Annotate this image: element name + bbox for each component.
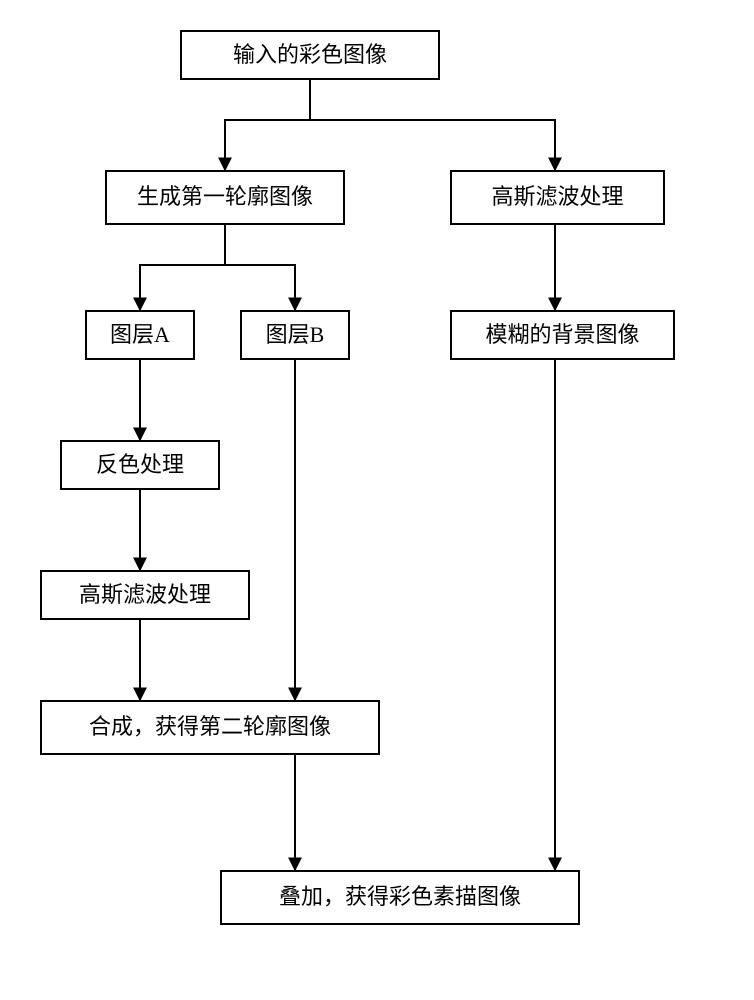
- node-blurbg: 模糊的背景图像: [450, 310, 675, 360]
- edge-input-gauss1: [310, 80, 555, 170]
- node-overlay: 叠加，获得彩色素描图像: [220, 870, 580, 925]
- edge-contour1-layerB: [225, 225, 295, 310]
- node-layerA: 图层A: [85, 310, 195, 360]
- node-gauss2: 高斯滤波处理: [40, 570, 250, 620]
- node-label: 生成第一轮廓图像: [137, 184, 313, 210]
- node-label: 高斯滤波处理: [491, 184, 623, 210]
- node-invert: 反色处理: [60, 440, 220, 490]
- edge-contour1-layerA: [140, 225, 225, 310]
- edges-layer: [0, 0, 754, 1000]
- node-label: 反色处理: [96, 452, 184, 478]
- node-merge: 合成，获得第二轮廓图像: [40, 700, 380, 755]
- node-input: 输入的彩色图像: [180, 30, 440, 80]
- node-label: 叠加，获得彩色素描图像: [279, 884, 521, 910]
- node-label: 图层A: [110, 322, 170, 348]
- node-label: 合成，获得第二轮廓图像: [89, 714, 331, 740]
- node-gauss1: 高斯滤波处理: [450, 170, 665, 225]
- node-contour1: 生成第一轮廓图像: [105, 170, 345, 225]
- node-label: 图层B: [266, 322, 325, 348]
- edge-input-contour1: [225, 80, 310, 170]
- node-label: 输入的彩色图像: [233, 42, 387, 68]
- node-layerB: 图层B: [240, 310, 350, 360]
- node-label: 模糊的背景图像: [485, 322, 639, 348]
- node-label: 高斯滤波处理: [79, 582, 211, 608]
